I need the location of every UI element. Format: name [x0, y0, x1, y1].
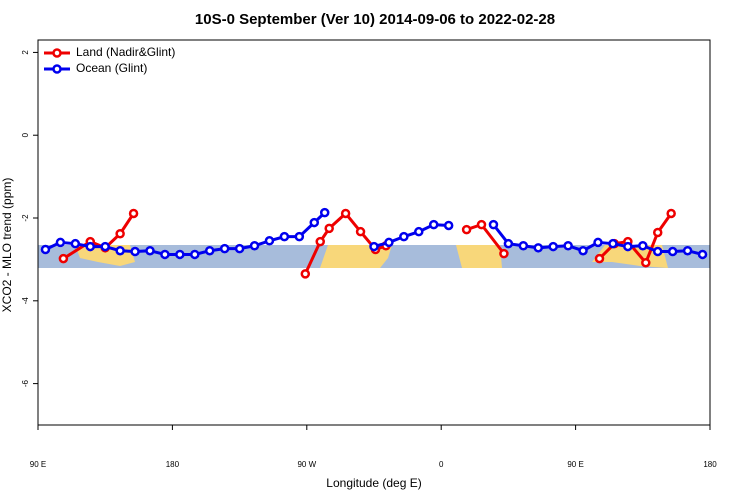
data-point: [623, 241, 633, 252]
data-point: [160, 249, 170, 260]
data-point: [204, 245, 215, 256]
data-point: [533, 243, 544, 253]
land-patch: [456, 245, 502, 268]
y-tick-label: 0: [21, 132, 30, 137]
data-point: [340, 208, 351, 219]
data-point: [641, 257, 651, 268]
x-axis-label: Longitude (deg E): [326, 476, 421, 490]
data-point: [563, 240, 573, 251]
legend-label: Land (Nadir&Glint): [76, 45, 175, 59]
data-point: [309, 217, 320, 228]
data-point: [355, 226, 366, 237]
x-tick-label: 180: [166, 460, 180, 469]
x-tick-label: 0: [439, 460, 444, 469]
data-point: [100, 241, 110, 252]
data-point: [461, 224, 472, 235]
data-point: [697, 249, 708, 260]
data-point: [608, 238, 618, 249]
data-point: [384, 237, 394, 248]
data-point: [315, 236, 325, 247]
data-point: [85, 241, 96, 252]
data-point: [667, 246, 678, 257]
y-tick-label: -2: [21, 214, 30, 222]
x-tick-label: 90 W: [297, 460, 316, 469]
data-point: [300, 269, 311, 279]
data-point: [319, 207, 330, 218]
y-tick-label: -4: [21, 297, 30, 305]
data-point: [249, 240, 260, 251]
legend-marker: [52, 48, 62, 58]
data-point: [488, 219, 499, 230]
data-point: [369, 241, 379, 252]
data-point: [682, 245, 693, 256]
x-tick-label: 180: [703, 460, 717, 469]
y-tick-label: -6: [21, 380, 30, 388]
data-point: [499, 248, 509, 259]
data-point: [130, 246, 140, 257]
data-point: [40, 244, 51, 255]
data-point: [593, 237, 603, 248]
data-point: [638, 240, 648, 251]
x-tick-label: 90 E: [30, 460, 46, 469]
chart-title: 10S-0 September (Ver 10) 2014-09-06 to 2…: [195, 11, 555, 28]
data-point: [115, 245, 125, 256]
data-point: [70, 238, 81, 249]
x-tick-label: 90 E: [567, 460, 583, 469]
data-point: [666, 208, 676, 219]
data-point: [145, 245, 155, 256]
data-point: [518, 240, 529, 251]
data-point: [234, 243, 245, 254]
data-point: [476, 219, 487, 230]
plot-frame: [37, 39, 711, 426]
data-point: [219, 243, 230, 254]
y-axis-label: XCO2 - MLO trend (ppm): [0, 178, 14, 313]
data-point: [399, 231, 409, 242]
data-point: [264, 236, 275, 246]
data-point: [594, 253, 605, 264]
data-point: [128, 208, 139, 219]
data-point: [294, 231, 305, 242]
data-point: [175, 249, 185, 260]
data-point: [279, 231, 290, 242]
y-tick-label: 2: [21, 50, 30, 55]
data-point: [443, 220, 454, 231]
data-point: [652, 227, 663, 238]
data-point: [652, 246, 663, 257]
legend-label: Ocean (Glint): [76, 61, 147, 75]
data-point: [414, 226, 424, 237]
data-point: [428, 219, 439, 230]
data-point: [115, 228, 125, 239]
data-point: [58, 253, 69, 264]
data-point: [55, 237, 66, 248]
legend-marker: [52, 64, 62, 74]
data-point: [578, 245, 588, 256]
data-point: [503, 238, 514, 249]
data-point: [190, 249, 200, 260]
data-point: [324, 223, 334, 234]
data-point: [548, 241, 558, 252]
